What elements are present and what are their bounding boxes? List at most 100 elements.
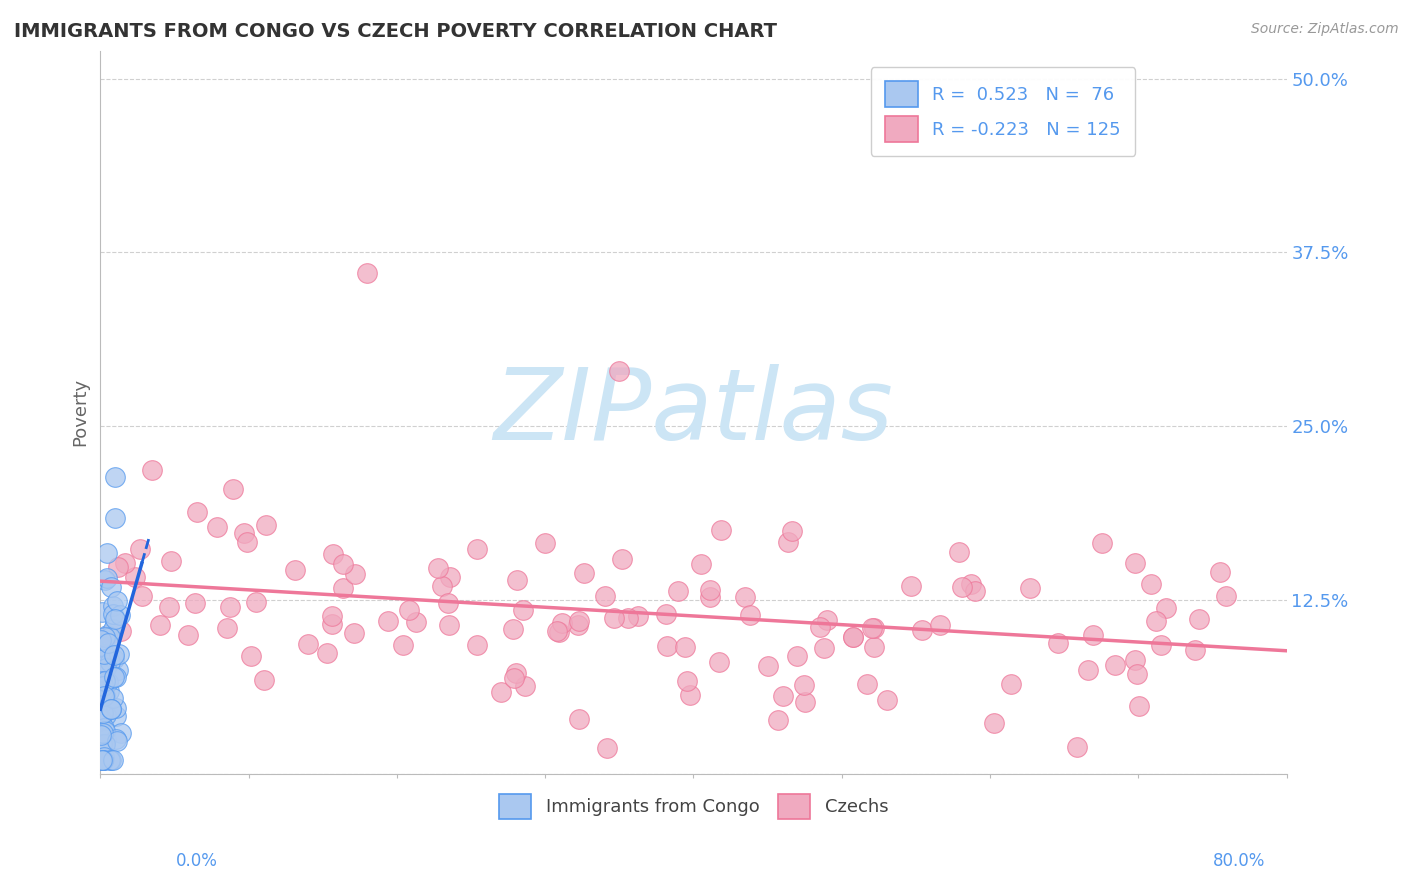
Point <box>253 673 276 688</box>
Point <box>668 583 690 598</box>
Point <box>91 649 114 664</box>
Point <box>235 535 257 549</box>
Text: IMMIGRANTS FROM CONGO VS CZECH POVERTY CORRELATION CHART: IMMIGRANTS FROM CONGO VS CZECH POVERTY C… <box>14 22 778 41</box>
Point <box>100 702 122 716</box>
Point <box>90 753 112 767</box>
Point <box>90 723 112 737</box>
Point <box>91 683 114 698</box>
Point <box>110 624 132 639</box>
Point <box>90 676 112 690</box>
Point <box>502 623 524 637</box>
Point <box>93 690 115 704</box>
Point <box>1126 666 1149 681</box>
Point <box>1150 638 1173 652</box>
Point <box>104 511 127 525</box>
Point <box>91 726 114 740</box>
Point <box>93 636 115 650</box>
Point <box>1184 643 1206 657</box>
Point <box>596 741 619 756</box>
Point <box>793 678 815 692</box>
Point <box>157 599 180 614</box>
Point <box>627 608 650 623</box>
Point <box>1000 676 1022 690</box>
Point <box>551 616 574 631</box>
Point <box>929 618 952 632</box>
Point <box>1123 556 1146 570</box>
Y-axis label: Poverty: Poverty <box>72 378 89 447</box>
Point <box>427 560 450 574</box>
Point <box>98 753 121 767</box>
Point <box>90 639 112 653</box>
Point <box>98 684 121 698</box>
Point <box>617 611 640 625</box>
Point <box>105 734 128 748</box>
Point <box>965 583 987 598</box>
Point <box>1066 739 1088 754</box>
Point <box>655 639 678 653</box>
Point <box>97 636 120 650</box>
Point <box>131 590 153 604</box>
Text: 0.0%: 0.0% <box>176 852 218 870</box>
Point <box>103 622 125 636</box>
Point <box>567 712 589 726</box>
Point <box>405 615 427 630</box>
Point <box>1125 653 1147 667</box>
Point <box>93 753 115 767</box>
Point <box>437 617 460 632</box>
Point <box>101 691 124 706</box>
Point <box>90 753 112 767</box>
Point <box>356 266 378 280</box>
Point <box>465 541 488 556</box>
Point <box>709 655 731 669</box>
Point <box>96 661 118 675</box>
Point <box>91 659 114 673</box>
Point <box>94 574 117 588</box>
Point <box>100 581 122 595</box>
Point <box>105 594 128 608</box>
Point <box>91 753 114 767</box>
Point <box>673 640 696 654</box>
Text: ZIP​atlas: ZIP​atlas <box>494 364 893 461</box>
Point <box>343 626 366 640</box>
Point <box>756 658 779 673</box>
Point <box>90 605 112 619</box>
Point <box>91 737 114 751</box>
Point <box>90 712 112 726</box>
Point <box>950 580 973 594</box>
Point <box>103 670 125 684</box>
Point <box>98 655 121 669</box>
Text: 80.0%: 80.0% <box>1213 852 1265 870</box>
Point <box>94 724 117 739</box>
Point <box>813 640 835 655</box>
Point <box>392 639 415 653</box>
Point <box>786 648 808 663</box>
Point <box>548 624 571 639</box>
Point <box>104 469 127 483</box>
Point <box>97 674 120 689</box>
Point <box>1104 658 1126 673</box>
Point <box>90 753 112 767</box>
Point <box>98 627 121 641</box>
Point <box>160 554 183 568</box>
Point <box>91 706 114 720</box>
Point <box>110 607 132 622</box>
Point <box>1188 612 1211 626</box>
Point <box>94 630 117 644</box>
Point <box>778 534 800 549</box>
Point <box>186 505 208 519</box>
Point <box>91 673 114 688</box>
Point <box>96 571 118 585</box>
Point <box>110 726 132 740</box>
Point <box>911 624 934 638</box>
Point <box>297 637 319 651</box>
Point <box>254 517 277 532</box>
Point <box>104 670 127 684</box>
Point <box>91 679 114 693</box>
Point <box>100 701 122 715</box>
Point <box>107 559 129 574</box>
Point <box>738 608 761 623</box>
Point <box>103 607 125 622</box>
Point <box>98 631 121 645</box>
Point <box>129 542 152 557</box>
Point <box>232 525 254 540</box>
